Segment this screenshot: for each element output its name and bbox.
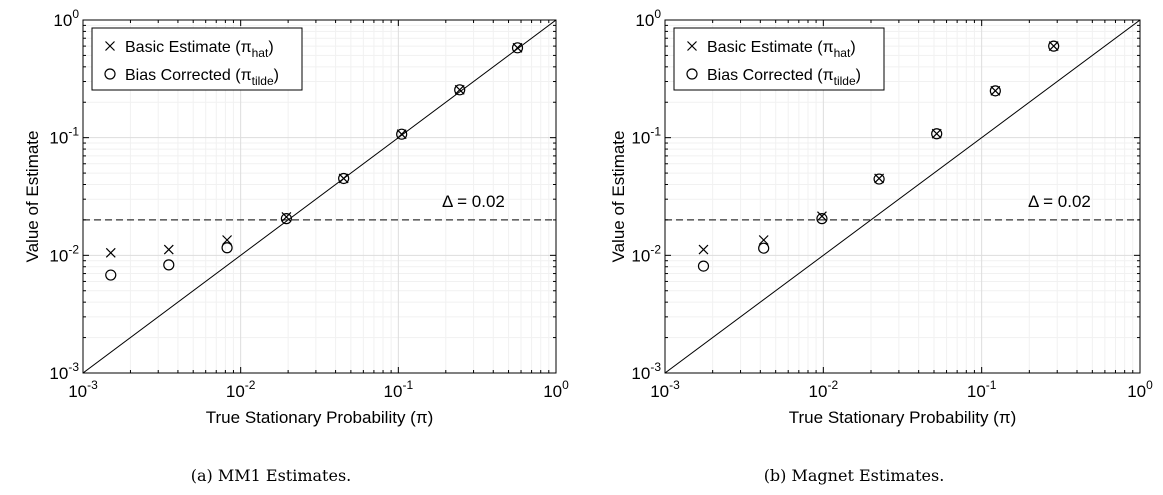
data-point-x bbox=[990, 85, 1001, 96]
y-tick-label: 10-3 bbox=[49, 360, 79, 383]
data-point-o bbox=[396, 128, 408, 140]
y-tick-label: 10-2 bbox=[631, 242, 661, 265]
x-tick-label: 10-1 bbox=[384, 378, 414, 401]
data-point-o bbox=[338, 172, 350, 185]
data-point-x bbox=[454, 84, 465, 95]
legend-label-bias-corrected: Bias Corrected (πtilde) bbox=[125, 67, 279, 88]
data-point-x bbox=[931, 128, 942, 139]
data-point-o bbox=[816, 213, 828, 225]
legend-marker-o bbox=[104, 68, 116, 80]
y-tick-label: 100 bbox=[635, 7, 661, 30]
legend-box bbox=[673, 27, 885, 91]
plot-area bbox=[83, 20, 556, 373]
data-point-o bbox=[873, 173, 885, 185]
data-point-x bbox=[163, 244, 174, 255]
data-point-x bbox=[698, 244, 709, 255]
legend-label-basic-estimate: Basic Estimate (πhat) bbox=[707, 39, 856, 60]
data-point-o bbox=[758, 242, 770, 254]
figure-caption: (b) Magnet Estimates. bbox=[764, 466, 945, 485]
data-point-x bbox=[396, 129, 407, 140]
x-tick-label: 10-3 bbox=[68, 378, 98, 401]
y-axis-label: Value of Estimate bbox=[23, 131, 42, 263]
data-point-o bbox=[163, 259, 175, 271]
data-point-o bbox=[697, 260, 710, 272]
x-tick-label: 10-1 bbox=[967, 378, 997, 401]
x-axis-label: True Stationary Probability (π) bbox=[789, 408, 1016, 427]
plot-area bbox=[665, 20, 1140, 373]
y-tick-label: 10-2 bbox=[49, 242, 79, 265]
data-point-x bbox=[758, 235, 769, 245]
y-tick-label: 10-1 bbox=[631, 125, 661, 148]
data-point-o bbox=[221, 242, 233, 254]
data-point-o bbox=[1048, 40, 1060, 52]
legend-box bbox=[91, 27, 303, 91]
series-bias-corrected bbox=[105, 42, 524, 281]
data-point-o bbox=[931, 128, 943, 140]
series-basic-estimate bbox=[105, 42, 523, 258]
x-tick-label: 10-2 bbox=[809, 378, 839, 401]
legend-label-basic-estimate: Basic Estimate (πhat) bbox=[125, 39, 274, 60]
x-tick-label: 100 bbox=[1127, 378, 1153, 401]
data-point-o bbox=[511, 42, 524, 54]
figure-caption: (a) MM1 Estimates. bbox=[191, 466, 351, 485]
threshold-label: Δ = 0.02 bbox=[442, 192, 505, 211]
data-point-x bbox=[1048, 41, 1059, 52]
legend-marker-o bbox=[686, 68, 698, 80]
legend-label-bias-corrected: Bias Corrected (πtilde) bbox=[707, 67, 861, 88]
identity-line bbox=[83, 20, 556, 373]
data-point-o bbox=[105, 269, 117, 281]
y-tick-label: 10-1 bbox=[49, 125, 79, 148]
legend: Basic Estimate (πhat) Bias Corrected (πti… bbox=[673, 27, 885, 91]
series-bias-corrected bbox=[697, 40, 1060, 272]
ticks bbox=[82, 19, 557, 374]
data-point-x bbox=[105, 247, 116, 258]
data-point-x bbox=[512, 42, 523, 53]
data-point-o bbox=[989, 85, 1001, 97]
x-axis-label: True Stationary Probability (π) bbox=[206, 408, 433, 427]
data-point-x bbox=[817, 211, 827, 222]
x-tick-label: 100 bbox=[543, 378, 569, 401]
legend-marker-x bbox=[105, 41, 115, 51]
data-point-o bbox=[280, 213, 292, 225]
x-tick-label: 10-2 bbox=[226, 378, 256, 401]
data-point-x bbox=[338, 173, 349, 184]
legend: Basic Estimate (πhat) Bias Corrected (πti… bbox=[91, 27, 303, 91]
data-point-o bbox=[454, 84, 466, 96]
y-tick-label: 10-3 bbox=[631, 360, 661, 383]
chart-panel-1: Δ = 0.02 10-3 10-2 10-1 100 10-3 10-2 10-1 100 Tr… bbox=[23, 7, 569, 485]
data-point-x bbox=[222, 235, 233, 245]
axes-box bbox=[664, 19, 1141, 374]
y-axis-label: Value of Estimate bbox=[609, 131, 628, 263]
ticks bbox=[664, 19, 1141, 374]
legend-marker-x bbox=[687, 41, 697, 51]
axes-box bbox=[82, 19, 557, 374]
chart-panel-2: Δ = 0.02 10-3 10-2 10-1 100 10-3 10-2 10-1 100 Tr… bbox=[609, 7, 1153, 485]
identity-line bbox=[665, 20, 1140, 373]
series-basic-estimate bbox=[698, 41, 1059, 255]
threshold-label: Δ = 0.02 bbox=[1028, 192, 1091, 211]
x-tick-label: 10-3 bbox=[650, 378, 680, 401]
y-tick-label: 100 bbox=[53, 7, 79, 30]
